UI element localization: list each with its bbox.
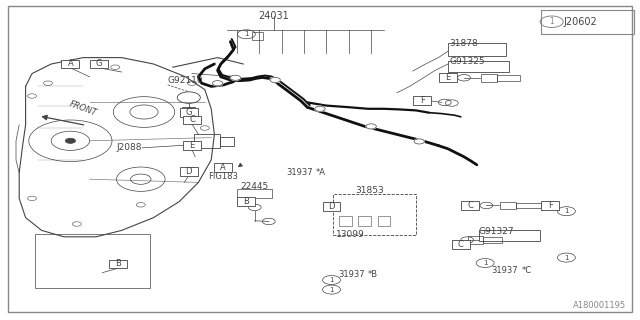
- Text: F: F: [548, 201, 553, 210]
- Text: G91327: G91327: [479, 227, 515, 236]
- Bar: [516, 203, 541, 208]
- Bar: [448, 43, 506, 56]
- Text: 31853: 31853: [355, 186, 384, 195]
- Text: 1: 1: [564, 208, 569, 214]
- Text: 31878: 31878: [449, 39, 478, 48]
- Text: FIG183: FIG183: [208, 172, 238, 181]
- Bar: [541, 201, 559, 210]
- Text: 1: 1: [483, 260, 488, 266]
- Text: *C: *C: [522, 266, 532, 275]
- Text: *A: *A: [316, 168, 326, 177]
- Text: 1: 1: [244, 31, 249, 37]
- Text: G: G: [186, 108, 192, 117]
- Text: D: D: [186, 167, 192, 176]
- Text: C: C: [458, 240, 464, 249]
- Text: E: E: [189, 141, 195, 150]
- Circle shape: [315, 106, 325, 111]
- Text: *B: *B: [368, 270, 378, 279]
- Text: B: B: [243, 197, 250, 206]
- Text: 31937: 31937: [338, 270, 365, 279]
- Bar: [461, 201, 479, 210]
- Bar: [61, 60, 79, 68]
- Bar: [541, 10, 634, 34]
- Bar: [90, 60, 108, 68]
- Text: 1: 1: [564, 255, 569, 260]
- Text: A: A: [68, 60, 73, 68]
- Bar: [452, 240, 470, 249]
- Text: 31937: 31937: [492, 266, 518, 275]
- Text: A180001195: A180001195: [573, 301, 626, 310]
- Text: G92110: G92110: [168, 76, 204, 85]
- Text: A: A: [220, 163, 225, 172]
- Bar: [252, 32, 263, 40]
- Text: 31937: 31937: [287, 168, 314, 177]
- Text: FRONT: FRONT: [68, 99, 99, 117]
- Text: G91325: G91325: [449, 57, 485, 66]
- Bar: [109, 260, 127, 268]
- Bar: [500, 202, 516, 209]
- Bar: [323, 202, 340, 211]
- Circle shape: [212, 81, 223, 86]
- Bar: [237, 197, 255, 206]
- Text: J2088: J2088: [116, 143, 142, 152]
- Text: J20602: J20602: [564, 17, 597, 27]
- Text: E: E: [445, 73, 451, 82]
- Bar: [479, 230, 540, 241]
- Circle shape: [414, 139, 424, 144]
- Text: B: B: [115, 260, 122, 268]
- Bar: [358, 216, 371, 226]
- Bar: [35, 234, 150, 288]
- Circle shape: [230, 75, 241, 80]
- Bar: [183, 116, 201, 124]
- Bar: [333, 194, 416, 235]
- Bar: [180, 167, 198, 176]
- Bar: [194, 134, 220, 148]
- Circle shape: [366, 124, 376, 129]
- Bar: [439, 73, 457, 82]
- Bar: [497, 75, 520, 81]
- Text: G: G: [96, 60, 102, 68]
- Text: 1: 1: [329, 287, 334, 292]
- Bar: [468, 236, 483, 244]
- Bar: [378, 216, 390, 226]
- Bar: [339, 216, 352, 226]
- Bar: [237, 189, 272, 198]
- Text: F: F: [420, 96, 425, 105]
- Text: 13099: 13099: [336, 230, 365, 239]
- Text: C: C: [467, 201, 474, 210]
- Bar: [481, 74, 497, 82]
- Bar: [448, 61, 509, 72]
- Bar: [183, 141, 201, 150]
- Circle shape: [65, 138, 76, 143]
- Text: 1: 1: [329, 277, 334, 283]
- Circle shape: [270, 77, 280, 83]
- Bar: [214, 163, 232, 172]
- Bar: [413, 96, 431, 105]
- Bar: [180, 108, 198, 117]
- Text: 1: 1: [549, 17, 554, 26]
- Text: 24031: 24031: [259, 11, 289, 21]
- Bar: [483, 237, 502, 243]
- Text: D: D: [328, 202, 335, 211]
- Bar: [220, 137, 234, 146]
- Text: 22445: 22445: [240, 182, 268, 191]
- Text: C: C: [189, 116, 195, 124]
